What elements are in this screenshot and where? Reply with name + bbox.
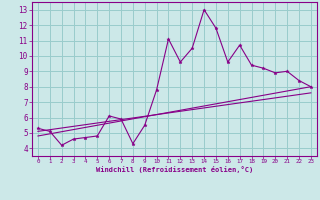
X-axis label: Windchill (Refroidissement éolien,°C): Windchill (Refroidissement éolien,°C)	[96, 166, 253, 173]
